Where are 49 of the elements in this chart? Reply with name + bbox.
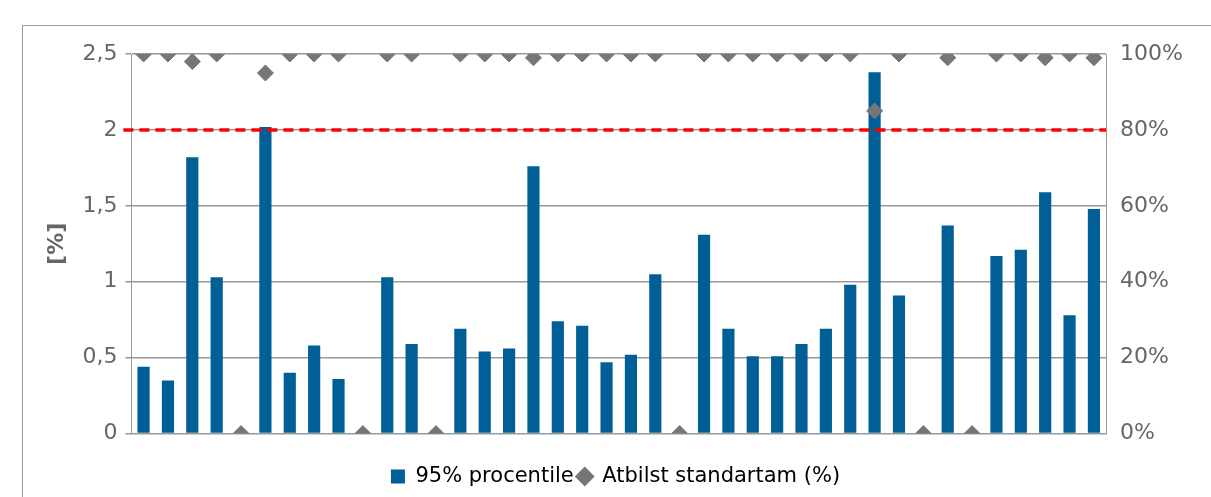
bar <box>795 344 808 433</box>
bar <box>1039 192 1052 433</box>
bar <box>1014 249 1027 433</box>
bar <box>503 348 516 433</box>
y-tick-label: 0 <box>103 419 118 445</box>
bar <box>405 344 418 433</box>
bar <box>1087 208 1101 433</box>
y2-tick-label: 60% <box>1120 191 1170 217</box>
bar <box>527 166 540 433</box>
y2-tick-label: 80% <box>1120 115 1170 141</box>
bar <box>844 284 857 433</box>
bar <box>332 378 345 433</box>
bar <box>624 354 638 433</box>
bar <box>381 277 394 433</box>
y-tick-label: 1 <box>103 267 118 293</box>
bar <box>551 321 564 433</box>
y2-tick-label: 40% <box>1120 267 1170 293</box>
y-tick-label: 2 <box>103 115 118 141</box>
bar <box>868 72 881 433</box>
bar <box>697 234 711 433</box>
bar <box>649 274 662 433</box>
bar <box>990 255 1003 433</box>
y-axis-title: [%] <box>42 222 68 265</box>
bar <box>478 351 491 433</box>
y2-tick-label: 20% <box>1120 343 1170 369</box>
bar <box>283 372 296 433</box>
y-tick-label: 0,5 <box>82 343 118 369</box>
y-tick-label: 1,5 <box>82 191 118 217</box>
bar <box>186 157 199 433</box>
y-tick-label: 2,5 <box>82 39 118 65</box>
legend-label: Atbilst standartam (%) <box>602 462 841 487</box>
y2-tick-label: 0% <box>1120 419 1156 445</box>
bar <box>161 380 175 433</box>
legend-label: 95% procentile <box>415 462 574 487</box>
bar <box>819 328 832 433</box>
bar <box>941 225 954 433</box>
bar <box>210 277 223 433</box>
bar <box>771 356 784 433</box>
bar <box>600 362 613 433</box>
bar <box>892 295 906 433</box>
bar <box>454 328 467 433</box>
bar <box>746 356 759 433</box>
bar <box>259 126 272 433</box>
y2-tick-label: 100% <box>1120 39 1184 65</box>
bar <box>576 325 589 433</box>
bar <box>137 366 150 433</box>
bar <box>1063 315 1076 433</box>
bar <box>722 328 735 433</box>
bar <box>308 345 321 433</box>
